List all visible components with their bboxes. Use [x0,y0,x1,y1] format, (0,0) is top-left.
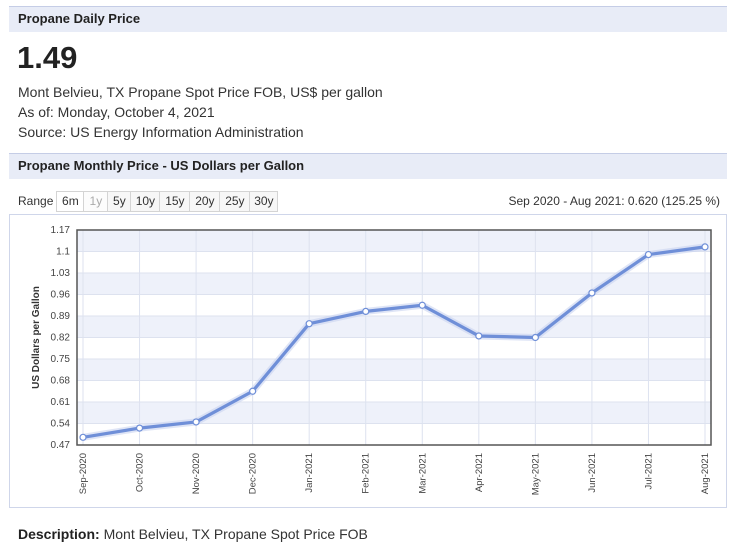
x-tick-label: Apr-2021 [474,453,485,492]
data-point [135,424,144,432]
range-20y-button[interactable]: 20y [189,190,221,212]
range-15y-button[interactable]: 15y [159,190,191,212]
y-tick-label: 0.47 [51,440,71,451]
grid-band [77,359,711,381]
plot-border [76,229,712,446]
y-tick-label: 0.96 [51,290,71,301]
range-10y-button[interactable]: 10y [130,190,161,212]
source-text: Source: US Energy Information Administra… [18,124,304,140]
description: Description: Mont Belvieu, TX Propane Sp… [18,526,368,542]
y-tick-label: 1.17 [51,225,71,236]
data-point [644,250,653,259]
grid-band [77,316,711,338]
data-point [305,320,313,328]
x-tick-label: Jul-2021 [643,453,654,489]
range-summary: Sep 2020 - Aug 2021: 0.620 (125.25 %) [508,194,721,208]
y-tick-label: 1.1 [56,247,70,258]
x-tick-label: Jan-2021 [304,453,315,493]
x-tick-label: Dec-2020 [248,453,259,494]
data-point [475,332,483,340]
range-label: Range [18,194,54,208]
range-30y-button[interactable]: 30y [249,190,279,212]
x-tick-label: Aug-2021 [700,453,711,494]
x-tick-label: Nov-2020 [191,453,202,494]
x-tick-label: Mar-2021 [417,453,428,494]
grid-band [77,273,711,295]
y-tick-label: 0.75 [51,354,71,365]
y-tick-label: 0.68 [51,376,71,387]
data-point [701,243,709,251]
propane-line-chart: 1.17 1.1 1.03 0.96 0.89 0.82 0.75 0.68 0.61 0.54 0… [31,225,712,495]
data-point [79,433,87,441]
daily-price-header: Propane Daily Price [9,6,727,32]
grid-band [77,230,711,252]
data-point [588,289,596,297]
range-5y-button[interactable]: 5y [107,190,132,212]
data-point [531,333,539,342]
y-tick-label: 0.89 [51,311,71,322]
range-selector: Range 6m 1y 5y 10y 15y 20y 25y 30y [18,190,279,212]
x-tick-label: May-2021 [530,453,541,495]
price-description: Mont Belvieu, TX Propane Spot Price FOB,… [18,84,383,100]
data-point [249,387,257,395]
x-tick-label: Jun-2021 [587,453,598,493]
y-tick-label: 0.54 [51,419,71,430]
grid-band [77,402,711,424]
description-label: Description: [18,526,100,542]
data-point [418,301,426,309]
y-tick-label: 0.61 [51,397,71,408]
y-tick-label: 0.82 [51,333,71,344]
y-tick-label: 1.03 [51,268,71,279]
monthly-price-header: Propane Monthly Price - US Dollars per G… [9,153,727,179]
data-point [362,307,370,315]
x-tick-label: Feb-2021 [361,453,372,494]
y-axis-label: US Dollars per Gallon [31,286,42,389]
x-tick-label: Sep-2020 [78,453,89,494]
series-line [82,245,706,439]
data-point [192,418,200,426]
x-tick-label: Oct-2020 [135,453,146,492]
as-of-date: As of: Monday, October 4, 2021 [18,104,215,120]
daily-price-value: 1.49 [17,40,78,75]
range-25y-button[interactable]: 25y [219,190,251,212]
chart-frame [9,214,727,508]
description-text: Mont Belvieu, TX Propane Spot Price FOB [103,526,368,542]
